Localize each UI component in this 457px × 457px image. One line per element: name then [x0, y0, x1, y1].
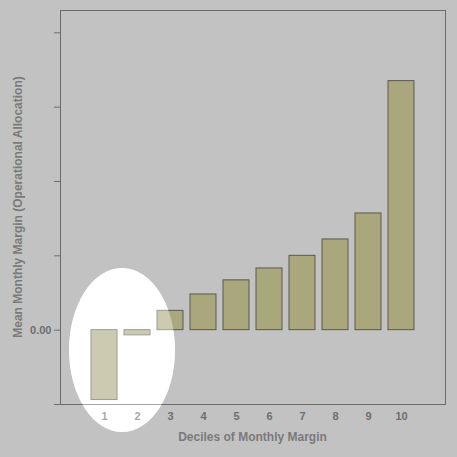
svg-text:7: 7 — [299, 410, 305, 422]
svg-text:Deciles of Monthly Margin: Deciles of Monthly Margin — [178, 430, 327, 444]
svg-text:10: 10 — [395, 410, 407, 422]
svg-text:3: 3 — [167, 410, 173, 422]
svg-text:Mean Monthly Margin (Operation: Mean Monthly Margin (Operational Allocat… — [11, 76, 25, 338]
svg-text:9: 9 — [365, 410, 371, 422]
svg-text:0.00: 0.00 — [30, 324, 51, 336]
svg-text:4: 4 — [200, 410, 207, 422]
svg-text:6: 6 — [266, 410, 272, 422]
svg-text:5: 5 — [233, 410, 239, 422]
svg-text:8: 8 — [332, 410, 338, 422]
